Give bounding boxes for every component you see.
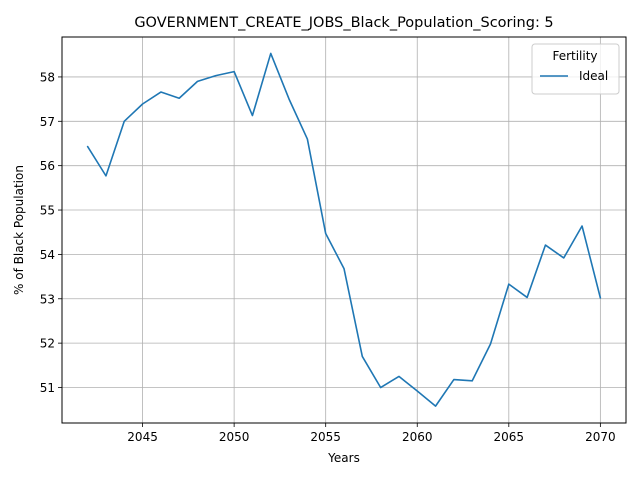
x-tick-label: 2045 bbox=[127, 430, 158, 444]
x-tick-label: 2065 bbox=[494, 430, 525, 444]
x-tick-label: 2070 bbox=[585, 430, 616, 444]
legend: Fertility Ideal bbox=[531, 43, 620, 95]
y-tick-label: 57 bbox=[40, 115, 55, 129]
x-tick-label: 2055 bbox=[310, 430, 341, 444]
y-tick-label: 58 bbox=[40, 70, 55, 84]
x-tick-label: 2050 bbox=[219, 430, 250, 444]
series-line-ideal bbox=[86, 52, 602, 407]
y-axis-label: % of Black Population bbox=[12, 165, 26, 295]
axis-ticks: 2045 2050 2055 2060 2065 2070 51 52 53 54 55 56 57 58 bbox=[40, 70, 616, 444]
legend-label-ideal: Ideal bbox=[579, 69, 608, 83]
y-tick-label: 51 bbox=[40, 381, 55, 395]
chart-title: GOVERNMENT_CREATE_JOBS_Black_Population_… bbox=[134, 15, 553, 31]
series-lines bbox=[86, 52, 602, 407]
y-tick-label: 52 bbox=[40, 337, 55, 351]
x-tick-label: 2060 bbox=[402, 430, 433, 444]
plot-area-frame bbox=[61, 36, 627, 424]
y-tick-label: 54 bbox=[40, 248, 55, 262]
y-tick-label: 55 bbox=[40, 204, 55, 218]
y-tick-label: 53 bbox=[40, 292, 55, 306]
legend-box bbox=[531, 43, 620, 95]
y-tick-label: 56 bbox=[40, 159, 55, 173]
legend-title: Fertility bbox=[552, 49, 597, 63]
x-axis-label: Years bbox=[327, 451, 360, 465]
